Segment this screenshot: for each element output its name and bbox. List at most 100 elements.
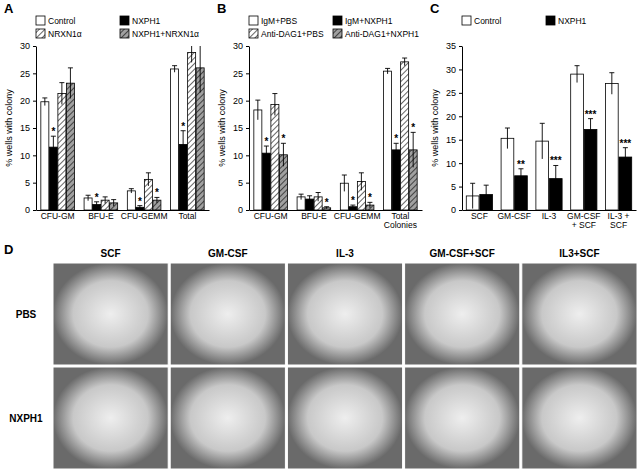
y-axis-title: % wells with colony <box>4 89 14 167</box>
error-bar <box>505 128 510 149</box>
error-cap <box>299 194 304 195</box>
x-tick-label-line: Colonies <box>384 220 417 230</box>
x-tick-label: Total <box>178 211 196 221</box>
error-bar <box>51 136 56 158</box>
x-tick: GM-CSF <box>497 210 531 221</box>
significance-marker: *** <box>550 155 562 166</box>
error-line <box>413 132 414 167</box>
error-line <box>257 100 258 120</box>
bar <box>254 110 262 210</box>
error-cap <box>359 172 364 173</box>
y-tick-label: 35 <box>446 41 456 51</box>
y-tick-label: 20 <box>446 112 456 122</box>
y-tick-label: 30 <box>446 65 456 75</box>
bar <box>171 69 179 210</box>
row-label: NXPH1 <box>9 413 43 424</box>
legend-label: IgM+PBS <box>261 16 297 26</box>
error-line <box>404 58 405 66</box>
y-tick-mark <box>33 128 36 129</box>
y-tick-mark <box>459 69 462 70</box>
error-line <box>61 83 62 105</box>
column-label: IL-3 <box>336 248 354 259</box>
legend: ControlNXPH1NRXN1αNXPH1+NRXN1α <box>36 16 199 39</box>
error-cap <box>540 123 545 124</box>
error-line <box>520 169 521 183</box>
error-bar <box>540 123 545 159</box>
y-tick-mark <box>246 73 249 74</box>
panel-letter: B <box>217 1 226 16</box>
y-axis-line <box>36 47 37 211</box>
y-axis: 05101520253035 <box>446 41 463 215</box>
error-cap <box>342 175 347 176</box>
y-tick-mark <box>459 93 462 94</box>
error-line <box>344 175 345 191</box>
x-tick-label: CFU-GM <box>254 211 288 221</box>
y-tick: 5 <box>238 178 249 188</box>
significance-marker: * <box>181 121 185 132</box>
error-bar <box>385 68 390 73</box>
y-tick-mark <box>459 46 462 47</box>
legend-swatch <box>462 16 471 25</box>
error-line <box>53 136 54 158</box>
y-tick-mark <box>459 163 462 164</box>
error-bar <box>484 185 489 204</box>
x-tick-label-line: + SCF <box>572 220 596 230</box>
legend-label: NXPH1+NRXN1α <box>132 29 199 39</box>
significance-marker: *** <box>620 138 632 149</box>
x-tick-label: GM-CSF <box>497 211 531 221</box>
row-label: PBS <box>16 309 37 320</box>
legend-label: NXPH1 <box>558 16 587 26</box>
error-bar <box>281 143 286 166</box>
x-tick-label-line: SCF <box>610 220 627 230</box>
y-tick: 10 <box>233 151 249 161</box>
error-cap <box>575 65 580 66</box>
error-bar <box>307 196 312 203</box>
error-line <box>88 195 89 200</box>
error-bar <box>198 46 203 92</box>
x-axis: CFU-GMBFU-ECFU-GEMMTotal <box>37 210 210 221</box>
y-tick: 10 <box>446 159 462 169</box>
y-tick: 20 <box>20 96 36 106</box>
y-tick-label: 20 <box>233 96 243 106</box>
error-line <box>542 123 543 159</box>
y-axis-title: % wells with colony <box>217 89 227 167</box>
x-tick: IL-3 <box>542 210 557 221</box>
y-tick-label: 30 <box>233 41 243 51</box>
y-tick: 20 <box>446 112 462 122</box>
error-bar <box>588 119 593 141</box>
x-axis: SCFGM-CSFIL-3GM-CSF+ SCFIL-3 +SCF <box>463 210 637 230</box>
error-cap <box>402 58 407 59</box>
y-tick-mark <box>33 73 36 74</box>
y-tick-mark <box>459 187 462 188</box>
legend-swatch <box>120 16 129 25</box>
error-bar <box>68 68 73 99</box>
error-cap <box>172 65 177 66</box>
error-cap <box>59 82 64 83</box>
legend-label: NRXN1α <box>48 29 82 39</box>
y-tick: 15 <box>446 135 462 145</box>
y-tick: 5 <box>25 178 36 188</box>
error-line <box>309 196 310 203</box>
error-cap <box>146 172 151 173</box>
error-cap <box>470 183 475 184</box>
y-tick-mark <box>33 101 36 102</box>
error-bar <box>264 146 269 160</box>
error-line <box>131 189 132 193</box>
y-axis: 051015202530 <box>20 41 37 215</box>
error-bar <box>255 100 260 120</box>
y-axis-line <box>249 47 250 211</box>
x-tick-label: CFU-GEMM <box>121 211 168 221</box>
significance-marker: *** <box>585 109 597 120</box>
y-tick-mark <box>33 155 36 156</box>
error-bar <box>172 66 177 73</box>
bar <box>271 104 279 210</box>
y-tick-mark <box>246 128 249 129</box>
bar <box>571 74 584 210</box>
error-bar <box>359 173 364 190</box>
bar <box>401 62 409 210</box>
error-bar <box>623 148 628 167</box>
x-tick: CFU-GEMM <box>334 210 381 221</box>
y-tick-label: 30 <box>20 41 30 51</box>
error-cap <box>316 192 321 193</box>
significance-marker: * <box>394 133 398 144</box>
